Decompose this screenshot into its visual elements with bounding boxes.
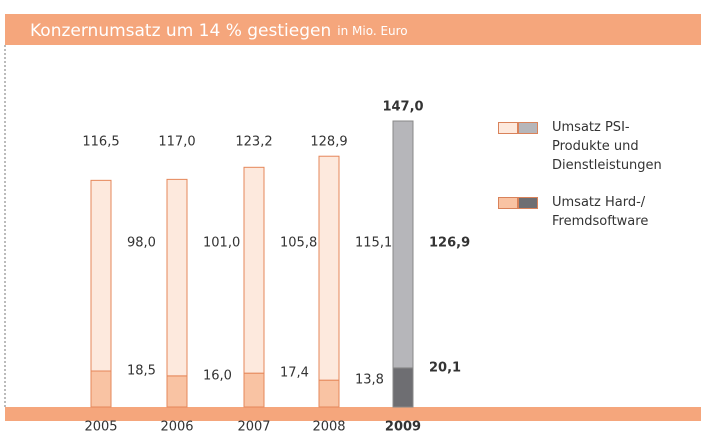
legend-item: Umsatz PSI-Produkte und Dienstleistungen (498, 118, 688, 175)
value-label: 126,9 (429, 236, 470, 251)
value-label: 16,0 (203, 368, 232, 383)
total-label: 147,0 (382, 100, 423, 115)
chart-title: Konzernumsatz um 14 % gestiegen in Mio. E… (30, 21, 408, 41)
value-label: 105,8 (280, 236, 317, 251)
swatch (498, 122, 518, 134)
x-tick-label: 2005 (84, 420, 117, 434)
bar-segment (392, 367, 414, 408)
total-label: 128,9 (310, 135, 347, 150)
bar-segment (90, 179, 112, 372)
baseline-band (5, 407, 701, 421)
value-label: 20,1 (429, 360, 461, 375)
value-label: 101,0 (203, 236, 240, 251)
header-band (5, 14, 701, 45)
x-tick-label: 2008 (312, 420, 345, 434)
legend: Umsatz PSI-Produkte und Dienstleistungen… (498, 118, 688, 249)
value-label: 115,1 (355, 236, 392, 251)
bar-segment (90, 370, 112, 408)
bar-segment (166, 178, 188, 377)
bar-segment (243, 372, 265, 408)
swatch (518, 122, 538, 134)
value-label: 98,0 (127, 236, 156, 251)
x-tick-label: 2007 (237, 420, 270, 434)
bar-segment (318, 155, 340, 381)
total-label: 123,2 (235, 135, 272, 150)
x-tick-label: 2009 (385, 420, 421, 434)
legend-swatch (498, 197, 538, 209)
legend-label: Umsatz PSI-Produkte und Dienstleistungen (552, 120, 662, 173)
bar-segment (243, 166, 265, 374)
subtitle: in Mio. Euro (337, 24, 407, 38)
legend-swatch (498, 122, 538, 134)
swatch (518, 197, 538, 209)
swatch (498, 197, 518, 209)
total-label: 116,5 (82, 135, 119, 150)
bar-segment (318, 379, 340, 408)
title: Konzernumsatz um 14 % gestiegen (30, 21, 331, 41)
total-label: 117,0 (158, 135, 195, 150)
bar-segment (166, 375, 188, 408)
value-label: 13,8 (355, 373, 384, 388)
x-tick-label: 2006 (160, 420, 193, 434)
value-label: 18,5 (127, 364, 156, 379)
legend-label: Umsatz Hard-/ Fremdsoftware (552, 195, 649, 229)
legend-item: Umsatz Hard-/ Fremdsoftware (498, 193, 688, 231)
value-label: 17,4 (280, 366, 309, 381)
bar-segment (392, 120, 414, 369)
